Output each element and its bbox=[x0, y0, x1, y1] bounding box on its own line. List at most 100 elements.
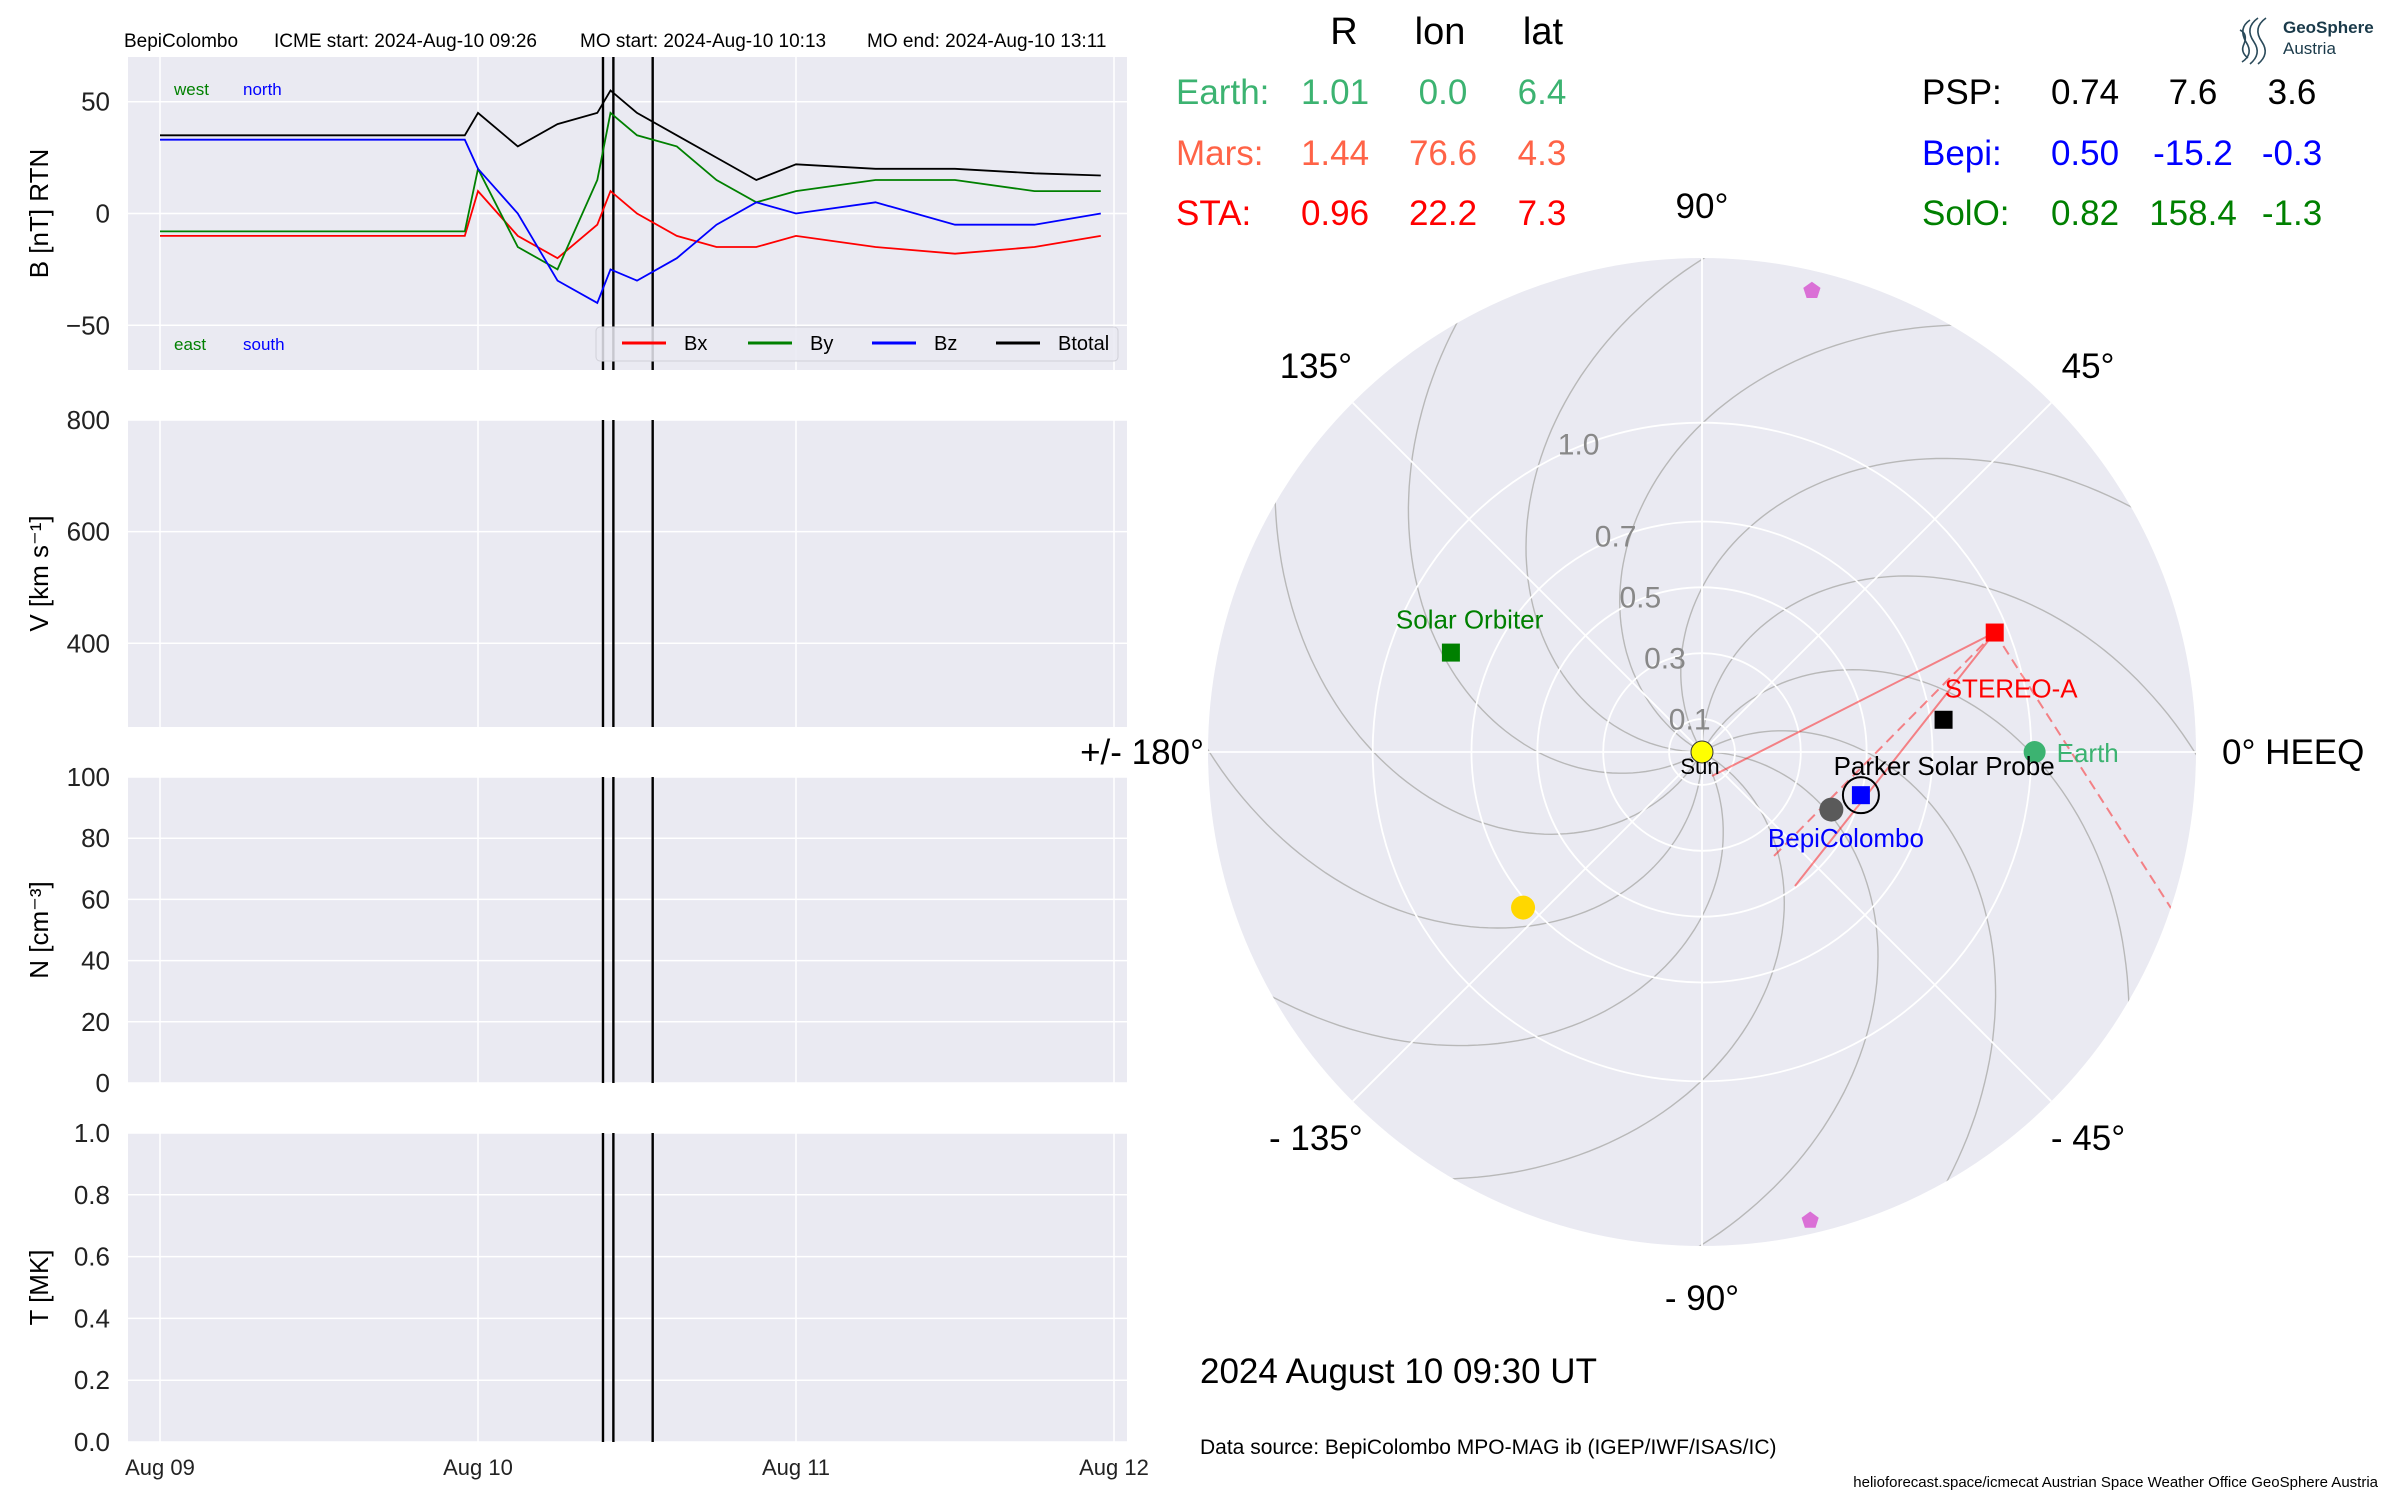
parker-spiral-line bbox=[1618, 324, 2014, 753]
table-row-name: Earth: bbox=[1176, 73, 1269, 112]
series-by-line bbox=[160, 111, 1101, 271]
radial-tick-label: 1.0 bbox=[1558, 429, 1600, 462]
y-tick-label: 40 bbox=[81, 946, 110, 976]
logo-line2: Austria bbox=[2283, 39, 2336, 58]
angle-label: - 135° bbox=[1269, 1119, 1363, 1158]
y-tick-label: 50 bbox=[81, 87, 110, 117]
parker-spiral-line bbox=[1701, 668, 2130, 1064]
table-row-name: PSP: bbox=[1922, 73, 2002, 112]
parker-spiral-line bbox=[1701, 730, 1997, 1235]
angular-grid-line bbox=[1352, 751, 1703, 1102]
polar-plot: 0.1 0.3 0.5 0.7 1.0 0° HEEQ 45° 90° 135° +/- 180°… bbox=[1080, 187, 2364, 1318]
marker-stereo-a bbox=[1985, 623, 2004, 642]
x-tick-label: Aug 12 bbox=[1079, 1455, 1149, 1480]
y-tick-label: 100 bbox=[67, 762, 110, 792]
table-cell: 0.50 bbox=[2051, 134, 2119, 173]
logo-line1: GeoSphere bbox=[2283, 18, 2374, 37]
sta-fov-dashed-line bbox=[1769, 631, 1996, 861]
radial-tick-label: 0.3 bbox=[1644, 642, 1686, 675]
legend-box bbox=[595, 326, 1119, 362]
angle-label: 135° bbox=[1280, 347, 1352, 386]
label-east: east bbox=[174, 335, 206, 354]
angular-grid-line bbox=[1701, 751, 2052, 1102]
angle-label: 90° bbox=[1676, 187, 1729, 226]
footer-data-source: Data source: BepiColombo MPO-MAG ib (IGE… bbox=[1200, 1436, 1777, 1459]
table-cell: 1.44 bbox=[1301, 134, 1369, 173]
radial-tick-label: 0.1 bbox=[1669, 703, 1711, 736]
angle-label: +/- 180° bbox=[1080, 733, 1204, 772]
y-axis-label: V [km s⁻¹] bbox=[24, 515, 54, 631]
table-cell: 6.4 bbox=[1518, 73, 1567, 112]
table-row-name: STA: bbox=[1176, 194, 1251, 233]
legend-label-bx: Bx bbox=[684, 333, 707, 355]
parker-spiral-line bbox=[1525, 258, 1760, 753]
parker-spiral-line bbox=[1680, 457, 2185, 753]
angle-label: 45° bbox=[2062, 347, 2115, 386]
header-icme-start: ICME start: 2024-Aug-10 09:26 bbox=[274, 31, 537, 52]
x-tick-label: Aug 11 bbox=[762, 1455, 830, 1480]
y-axis-label: N [cm⁻³] bbox=[24, 881, 54, 979]
y-tick-label: −50 bbox=[66, 310, 110, 340]
angular-grid-line bbox=[1352, 402, 1703, 753]
panel-3: 100 80 60 40 20 0 N [cm⁻³] bbox=[24, 762, 1127, 1098]
label-earth: Earth bbox=[2057, 738, 2119, 768]
x-tick-label: Aug 10 bbox=[443, 1455, 513, 1480]
label-north: north bbox=[243, 80, 282, 99]
marker-body bbox=[1801, 1211, 1819, 1228]
label-parker-solar-probe: Parker Solar Probe bbox=[1834, 751, 2055, 781]
parker-spiral-line bbox=[1274, 440, 1703, 836]
table-header-lat: lat bbox=[1523, 11, 1564, 53]
table-header-lon: lon bbox=[1415, 11, 1466, 53]
series-btotal-line bbox=[160, 89, 1101, 181]
y-tick-label: 0.0 bbox=[74, 1427, 110, 1457]
table-cell: 7.3 bbox=[1518, 194, 1567, 233]
parker-spiral-line bbox=[1644, 751, 1879, 1246]
marker-parker-solar-probe bbox=[1934, 710, 1953, 729]
series-bz-line bbox=[160, 138, 1101, 305]
y-tick-label: 0 bbox=[96, 1068, 110, 1098]
table-cell: 7.6 bbox=[2169, 73, 2218, 112]
marker-venus bbox=[1511, 895, 1536, 920]
y-tick-label: 0.8 bbox=[74, 1180, 110, 1210]
header-mo-end: MO end: 2024-Aug-10 13:11 bbox=[867, 31, 1106, 52]
y-tick-label: 0.6 bbox=[74, 1242, 110, 1272]
logo-mark-icon bbox=[2239, 17, 2267, 65]
parker-spiral-line bbox=[1390, 751, 1786, 1180]
header-mo-start: MO start: 2024-Aug-10 10:13 bbox=[580, 31, 826, 52]
angle-label: - 45° bbox=[2051, 1119, 2125, 1158]
legend-label-btotal: Btotal bbox=[1058, 333, 1109, 355]
label-sun: Sun bbox=[1680, 754, 1719, 779]
parker-spiral-line bbox=[1219, 751, 1724, 1047]
x-tick-label: Aug 09 bbox=[125, 1455, 195, 1480]
y-tick-label: 60 bbox=[81, 884, 110, 914]
marker-solar-orbiter bbox=[1441, 643, 1460, 662]
table-cell: 0.0 bbox=[1419, 73, 1468, 112]
label-south: south bbox=[243, 335, 285, 354]
table-cell: 3.6 bbox=[2268, 73, 2317, 112]
sta-fov-line bbox=[1794, 631, 1996, 887]
header-spacecraft: BepiColombo bbox=[124, 31, 238, 52]
radial-tick-label: 0.7 bbox=[1595, 520, 1637, 553]
table-cell: 22.2 bbox=[1409, 194, 1477, 233]
marker-mercury bbox=[1819, 797, 1844, 822]
table-row-name: SolO: bbox=[1922, 194, 2010, 233]
parker-spiral-line bbox=[1407, 269, 1703, 774]
legend: Bx By Bz Btotal bbox=[595, 326, 1119, 362]
panel-1: 50 0 −50 B [nT] RTN west north east south Bx By Bz… bbox=[24, 57, 1127, 370]
marker-sun bbox=[1690, 740, 1714, 764]
angle-label: 0° HEEQ bbox=[2222, 733, 2364, 772]
panel-background bbox=[128, 777, 1127, 1083]
table-header-r: R bbox=[1330, 11, 1357, 53]
angle-label: - 90° bbox=[1665, 1279, 1739, 1318]
panel-background bbox=[128, 420, 1127, 727]
geosphere-logo: GeoSphere Austria bbox=[2239, 17, 2374, 65]
series-bx-line bbox=[160, 189, 1101, 260]
y-tick-label: 400 bbox=[67, 628, 110, 658]
y-tick-label: 0.4 bbox=[74, 1303, 110, 1333]
table-cell: -0.3 bbox=[2262, 134, 2322, 173]
label-west: west bbox=[173, 80, 209, 99]
y-tick-label: 0 bbox=[96, 199, 110, 229]
y-tick-label: 20 bbox=[81, 1007, 110, 1037]
